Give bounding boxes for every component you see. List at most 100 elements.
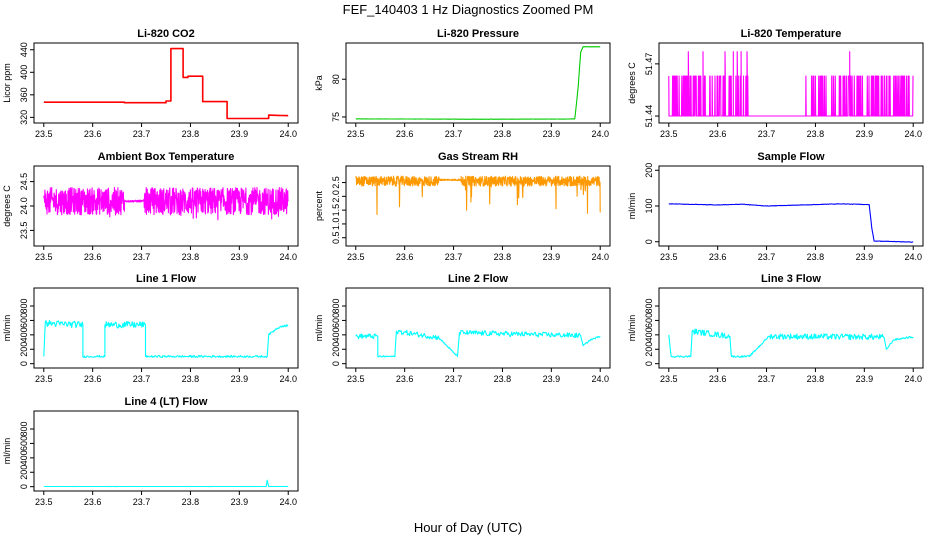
x-tick-label: 23.6: [709, 374, 727, 384]
y-tick-label: 1.0: [331, 218, 341, 231]
x-tick-label: 24.0: [591, 374, 609, 384]
y-tick-label: 600: [644, 313, 654, 328]
y-tick-label: 440: [19, 42, 29, 57]
x-tick-label: 23.8: [182, 374, 200, 384]
x-tick-label: 23.6: [396, 129, 414, 139]
x-tick-label: 23.6: [84, 374, 102, 384]
y-tick-label: 2.5: [331, 176, 341, 189]
x-tick-label: 23.9: [856, 252, 874, 262]
panel-9: Line 3 Flow ml/min 23.5 23.6 23.7 23.8 23.9 24.…: [627, 273, 924, 384]
series-line: [43, 47, 289, 120]
data-series: [668, 51, 914, 117]
plot-frame: [345, 42, 611, 124]
panel-10: Line 4 (LT) Flow ml/min 23.5 23.6 23.7 23.8 23…: [2, 396, 299, 507]
panel-title: Li-820 CO2: [137, 28, 194, 40]
plot-frame: [658, 287, 924, 369]
y-tick-label: 200: [19, 465, 29, 480]
y-tick-label: 320: [19, 110, 29, 125]
y-tick-label: 24.5: [19, 173, 29, 191]
x-tick-label: 23.8: [807, 129, 825, 139]
y-tick-label: 400: [19, 327, 29, 342]
x-tick-label: 23.5: [35, 497, 53, 507]
data-series: [355, 46, 601, 120]
x-tick-label: 23.7: [133, 252, 151, 262]
y-tick-label: 800: [19, 299, 29, 314]
x-tick-label: 23.6: [84, 497, 102, 507]
series-line: [43, 186, 289, 221]
x-tick-label: 24.0: [591, 129, 609, 139]
series-line: [668, 328, 914, 358]
x-tick-label: 23.6: [84, 252, 102, 262]
panel-4: Ambient Box Temperature degrees C 23.5 23.6…: [2, 151, 299, 262]
y-tick-label: 800: [19, 422, 29, 437]
y-tick-label: 23.5: [19, 222, 29, 240]
x-tick-label: 23.7: [758, 374, 776, 384]
data-series: [43, 186, 289, 221]
x-tick-label: 24.0: [904, 129, 922, 139]
panel-title: Line 4 (LT) Flow: [125, 396, 208, 408]
series-line: [668, 203, 914, 243]
y-tick-label: 200: [331, 342, 341, 357]
y-tick-label: 2.0: [331, 190, 341, 203]
panel-ylabel: ml/min: [627, 193, 637, 220]
x-tick-label: 23.5: [347, 129, 365, 139]
data-series: [43, 479, 289, 488]
panel-ylabel: degrees C: [627, 62, 637, 104]
panel-5: Gas Stream RH percent 23.5 23.6 23.7 23.8 23.9…: [314, 151, 611, 262]
data-series: [668, 203, 914, 243]
x-tick-label: 23.7: [133, 129, 151, 139]
plot-frame: [33, 287, 299, 369]
y-tick-label: 0: [19, 361, 29, 366]
panel-ylabel: percent: [314, 190, 324, 221]
x-tick-label: 23.8: [807, 252, 825, 262]
y-tick-label: 80: [331, 74, 341, 84]
data-series: [355, 175, 601, 216]
data-series: [43, 47, 289, 120]
plot-frame: [345, 287, 611, 369]
y-tick-label: 400: [19, 65, 29, 80]
series-line: [355, 175, 601, 216]
x-tick-label: 23.7: [133, 374, 151, 384]
x-tick-label: 23.9: [231, 374, 249, 384]
panel-ylabel: ml/min: [2, 438, 12, 465]
y-tick-label: 51.47: [644, 53, 654, 76]
x-tick-label: 23.6: [709, 252, 727, 262]
x-tick-label: 23.9: [231, 252, 249, 262]
x-tick-label: 23.7: [445, 252, 463, 262]
x-tick-label: 23.6: [396, 252, 414, 262]
series-line: [43, 479, 289, 488]
x-tick-label: 23.8: [807, 374, 825, 384]
plot-frame: [33, 42, 299, 124]
panel-ylabel: kPa: [314, 75, 324, 91]
panel-title: Li-820 Pressure: [437, 28, 519, 40]
x-tick-label: 23.5: [660, 374, 678, 384]
x-tick-label: 23.8: [494, 374, 512, 384]
x-tick-label: 23.8: [182, 129, 200, 139]
y-tick-label: 400: [644, 327, 654, 342]
x-tick-label: 23.5: [347, 374, 365, 384]
panel-ylabel: degrees C: [2, 185, 12, 227]
y-tick-label: 0: [19, 484, 29, 489]
y-tick-label: 800: [644, 299, 654, 314]
panel-7: Line 1 Flow ml/min 23.5 23.6 23.7 23.8 23.9 24.…: [2, 273, 299, 384]
y-tick-label: 100: [644, 198, 654, 213]
x-tick-label: 23.7: [445, 374, 463, 384]
figure-xlabel: Hour of Day (UTC): [414, 520, 522, 535]
x-tick-label: 23.9: [231, 129, 249, 139]
figure-title: FEF_140403 1 Hz Diagnostics Zoomed PM: [343, 2, 594, 17]
plot-frame: [658, 165, 924, 247]
y-tick-label: 0: [644, 239, 654, 244]
x-tick-label: 23.7: [445, 129, 463, 139]
x-tick-label: 23.5: [660, 129, 678, 139]
x-tick-label: 23.9: [543, 129, 561, 139]
series-line: [355, 46, 601, 120]
x-tick-label: 23.6: [396, 374, 414, 384]
x-tick-label: 23.7: [758, 129, 776, 139]
panel-3: Li-820 Temperature degrees C 23.5 23.6 23.7 2…: [627, 28, 924, 139]
data-series: [668, 328, 914, 358]
y-tick-label: 1.5: [331, 204, 341, 217]
x-tick-label: 23.5: [35, 374, 53, 384]
x-tick-label: 24.0: [279, 129, 297, 139]
panel-ylabel: Licor ppm: [2, 63, 12, 103]
